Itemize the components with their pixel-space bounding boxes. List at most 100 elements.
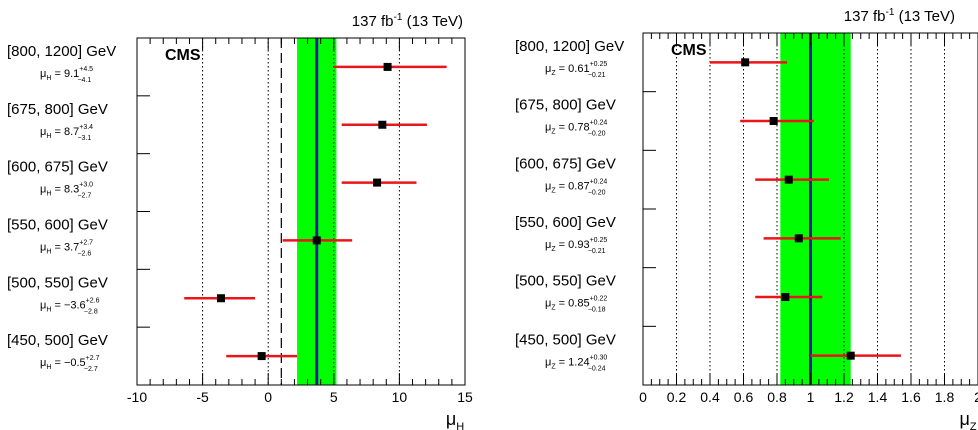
param-subscript: Z (551, 246, 556, 253)
category-value: 8.7 (64, 126, 79, 138)
category-error-down: −2.6 (77, 251, 91, 258)
category-value: 0.93 (568, 239, 589, 251)
param-subscript: H (46, 75, 51, 82)
category-value-text: μZ = 0.78+0.24 −0.20 (545, 120, 607, 138)
param-subscript: Z (551, 363, 556, 370)
x-axis-label-subscript: H (456, 421, 464, 430)
param-symbol: μ (545, 298, 551, 310)
x-tick-label: -10 (127, 389, 147, 405)
x-axis-label-symbol: μ (959, 409, 969, 429)
param-subscript: H (46, 364, 51, 371)
data-point-marker (312, 236, 321, 245)
data-point-marker (784, 175, 793, 184)
x-tick-label: 1.2 (834, 389, 854, 405)
category-label: [675, 800] GeV (515, 97, 616, 114)
category-error-down: −4.1 (77, 77, 91, 84)
x-axis-label: μZ (959, 409, 976, 430)
param-symbol: μ (40, 357, 46, 369)
equals-sign: = (51, 68, 64, 80)
luminosity-label: 137 fb-1 (13 TeV) (352, 12, 463, 30)
category-value: −3.6 (64, 299, 86, 311)
data-point-marker (741, 58, 750, 67)
param-symbol: μ (40, 184, 46, 196)
luminosity-energy: (13 TeV) (894, 8, 955, 25)
x-tick-label: 0.6 (734, 389, 754, 405)
category-value-text: μH = 8.7+3.4 −3.1 (40, 124, 93, 142)
category-error-down: −2.7 (77, 193, 91, 200)
experiment-label: CMS (671, 42, 707, 59)
param-subscript: H (46, 191, 51, 198)
data-point-marker (373, 178, 382, 187)
data-point-marker (846, 351, 855, 360)
param-symbol: μ (545, 122, 551, 134)
category-error-up: +0.25 (590, 61, 608, 68)
equals-sign: = (51, 126, 64, 138)
category-error-up: +0.25 (590, 237, 608, 244)
category-error-down: −0.18 (588, 307, 606, 314)
category-value-text: μZ = 0.85+0.22 −0.18 (545, 296, 607, 314)
category-error-up: +2.7 (86, 355, 100, 362)
param-symbol: μ (40, 242, 46, 254)
luminosity-energy: (13 TeV) (402, 13, 463, 30)
category-label: [600, 675] GeV (7, 159, 108, 176)
x-tick-label: 0.8 (767, 389, 787, 405)
param-symbol: μ (40, 126, 46, 138)
category-value: 0.61 (568, 63, 589, 75)
equals-sign: = (556, 298, 569, 310)
equals-sign: = (51, 357, 64, 369)
x-tick-label: 15 (457, 389, 473, 405)
luminosity-value: 137 fb (844, 8, 886, 25)
equals-sign: = (556, 356, 569, 368)
data-point-marker (383, 62, 392, 71)
category-label: [450, 500] GeV (515, 331, 616, 348)
x-tick-label: 2 (974, 389, 978, 405)
right-panel: 00.20.40.60.811.21.41.61.82μZ137 fb-1 (1… (515, 7, 978, 430)
x-tick-label: 1.6 (901, 389, 921, 405)
x-axis-label: μH (446, 409, 464, 430)
category-label: [800, 1200] GeV (515, 38, 624, 55)
param-symbol: μ (40, 68, 46, 80)
category-label: [500, 550] GeV (7, 274, 108, 291)
equals-sign: = (51, 242, 64, 254)
x-tick-label: 1.4 (868, 389, 888, 405)
category-value: 9.1 (64, 68, 79, 80)
category-label: [550, 600] GeV (7, 217, 108, 234)
category-error-up: +0.24 (590, 178, 608, 185)
param-subscript: Z (551, 70, 556, 77)
x-tick-label: 5 (330, 389, 338, 405)
category-error-up: +0.24 (590, 120, 608, 127)
category-value: 1.24 (568, 356, 589, 368)
x-tick-label: 0 (639, 389, 647, 405)
category-error-down: −3.1 (77, 135, 91, 142)
param-symbol: μ (40, 299, 46, 311)
category-value-text: μZ = 1.24+0.30 −0.24 (545, 354, 607, 372)
param-subscript: Z (551, 129, 556, 136)
x-tick-label: 1 (807, 389, 815, 405)
x-tick-label: 0.2 (667, 389, 687, 405)
luminosity-unit-superscript: -1 (394, 12, 403, 23)
category-value-text: μZ = 0.93+0.25 −0.21 (545, 237, 607, 255)
category-label: [450, 500] GeV (7, 332, 108, 349)
equals-sign: = (556, 63, 569, 75)
category-label: [675, 800] GeV (7, 101, 108, 118)
category-error-up: +3.4 (79, 124, 93, 131)
equals-sign: = (556, 239, 569, 251)
experiment-label: CMS (165, 47, 201, 64)
data-point-marker (794, 234, 803, 243)
category-value-text: μZ = 0.61+0.25 −0.21 (545, 61, 607, 79)
category-value-text: μH = 8.3+3.0 −2.7 (40, 182, 93, 200)
category-error-up: +3.0 (79, 182, 93, 189)
luminosity-value: 137 fb (352, 13, 394, 30)
param-symbol: μ (545, 356, 551, 368)
x-tick-label: -5 (196, 389, 209, 405)
category-error-up: +2.6 (86, 297, 100, 304)
category-error-down: −0.21 (588, 72, 606, 79)
category-label: [600, 675] GeV (515, 155, 616, 172)
luminosity-label: 137 fb-1 (13 TeV) (844, 7, 955, 25)
luminosity-unit-superscript: -1 (886, 7, 895, 18)
category-value-text: μH = −0.5+2.7 −2.7 (40, 355, 100, 373)
category-error-down: −0.21 (588, 248, 606, 255)
param-subscript: Z (551, 187, 556, 194)
param-subscript: Z (551, 305, 556, 312)
data-point-marker (769, 117, 778, 125)
